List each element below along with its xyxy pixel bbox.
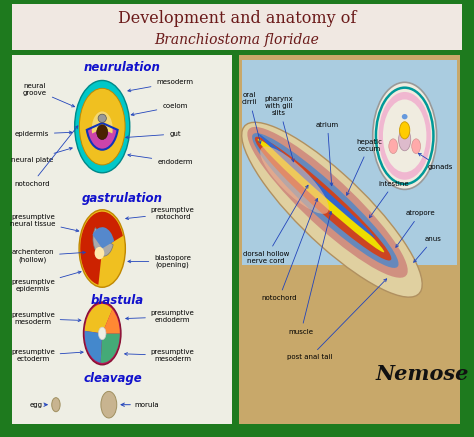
Text: gonads: gonads	[419, 153, 453, 170]
Circle shape	[400, 122, 410, 139]
Text: intestine: intestine	[369, 181, 409, 218]
Text: epidermis: epidermis	[15, 131, 72, 137]
Ellipse shape	[252, 133, 399, 268]
Circle shape	[83, 302, 121, 365]
Text: neural
groove: neural groove	[23, 83, 74, 107]
Ellipse shape	[260, 146, 329, 214]
Text: archenteron
(hollow): archenteron (hollow)	[11, 249, 85, 263]
Text: mesoderm: mesoderm	[128, 80, 193, 92]
Text: neural plate: neural plate	[10, 147, 72, 163]
Text: presumptive
mesoderm: presumptive mesoderm	[125, 349, 195, 362]
Text: coelom: coelom	[131, 103, 188, 116]
Ellipse shape	[399, 128, 411, 151]
Text: cleavage: cleavage	[84, 372, 143, 385]
Text: morula: morula	[134, 402, 159, 408]
Text: post anal tail: post anal tail	[287, 279, 387, 361]
Wedge shape	[87, 123, 118, 150]
Circle shape	[75, 80, 130, 173]
Circle shape	[378, 92, 431, 180]
Text: presumptive
epidermis: presumptive epidermis	[11, 271, 81, 292]
Text: atrium: atrium	[316, 122, 339, 186]
Ellipse shape	[402, 114, 408, 119]
Text: oral
cirrii: oral cirrii	[242, 93, 261, 143]
Circle shape	[99, 327, 106, 340]
Text: muscle: muscle	[289, 212, 332, 335]
Circle shape	[373, 82, 437, 189]
Text: notochord: notochord	[14, 126, 78, 187]
Ellipse shape	[98, 114, 106, 122]
Circle shape	[383, 100, 427, 172]
Circle shape	[52, 398, 60, 412]
Text: presumptive
mesoderm: presumptive mesoderm	[11, 312, 81, 325]
Text: hepatic
cecum: hepatic cecum	[346, 139, 383, 195]
Text: egg: egg	[29, 402, 43, 408]
Text: gut: gut	[126, 131, 181, 139]
Text: anus: anus	[414, 236, 442, 262]
Circle shape	[101, 392, 117, 418]
Circle shape	[79, 210, 125, 287]
Ellipse shape	[242, 122, 422, 297]
Wedge shape	[102, 309, 120, 333]
Ellipse shape	[97, 125, 108, 139]
Wedge shape	[84, 331, 102, 363]
Text: Nemose: Nemose	[376, 364, 469, 384]
Ellipse shape	[258, 134, 375, 238]
Wedge shape	[93, 228, 113, 256]
Text: presumptive
endoderm: presumptive endoderm	[126, 310, 195, 323]
Wedge shape	[80, 212, 123, 285]
Text: notochord: notochord	[261, 198, 318, 302]
FancyBboxPatch shape	[0, 3, 474, 52]
FancyBboxPatch shape	[242, 60, 457, 265]
Text: Branchiostoma floridae: Branchiostoma floridae	[155, 33, 319, 47]
Text: blastula: blastula	[91, 294, 144, 307]
Wedge shape	[85, 304, 112, 333]
Circle shape	[79, 88, 125, 165]
Text: atropore: atropore	[396, 210, 435, 247]
Text: blastopore
(opening): blastopore (opening)	[128, 255, 191, 268]
Wedge shape	[92, 227, 114, 249]
Text: presumptive
neural tissue: presumptive neural tissue	[10, 214, 79, 232]
Text: dorsal hollow
nerve cord: dorsal hollow nerve cord	[243, 185, 308, 264]
FancyBboxPatch shape	[236, 49, 463, 430]
Ellipse shape	[247, 127, 408, 278]
Wedge shape	[92, 111, 113, 133]
Ellipse shape	[95, 247, 104, 259]
Text: presumptive
ectoderm: presumptive ectoderm	[11, 349, 83, 362]
Ellipse shape	[258, 139, 384, 252]
Ellipse shape	[255, 137, 392, 260]
Text: endoderm: endoderm	[128, 154, 193, 165]
Text: Development and anatomy of: Development and anatomy of	[118, 10, 356, 27]
Text: neurulation: neurulation	[83, 61, 161, 74]
Circle shape	[389, 139, 398, 153]
Wedge shape	[100, 333, 120, 363]
Text: pharynx
with gill
slits: pharynx with gill slits	[264, 96, 294, 162]
FancyBboxPatch shape	[9, 49, 236, 430]
Text: presumptive
notochord: presumptive notochord	[126, 207, 195, 220]
Text: gastrulation: gastrulation	[82, 192, 163, 205]
Circle shape	[412, 139, 420, 153]
